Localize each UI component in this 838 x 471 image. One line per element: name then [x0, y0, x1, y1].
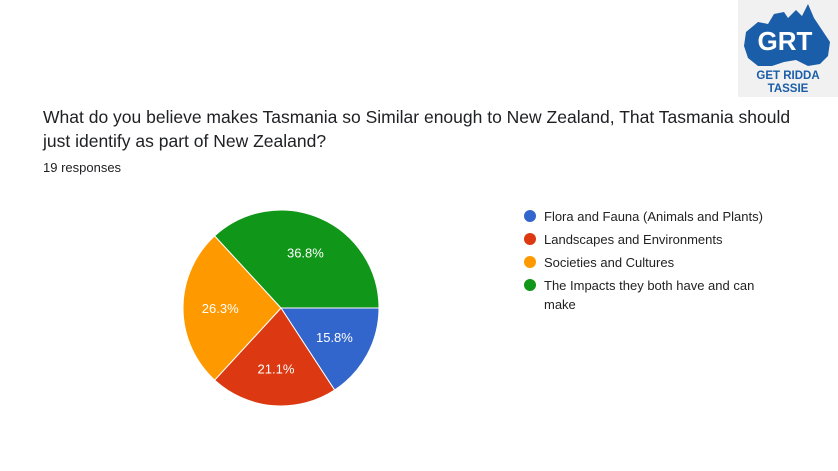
legend-item[interactable]: The Impacts they both have and can make: [524, 276, 774, 314]
chart-legend: Flora and Fauna (Animals and Plants) Land…: [524, 207, 774, 318]
pie-slice[interactable]: [280, 307, 380, 391]
legend-label: Flora and Fauna (Animals and Plants): [544, 209, 763, 224]
grt-logo: GRT GET RIDDA TASSIE: [738, 0, 838, 97]
legend-item[interactable]: Societies and Cultures: [524, 253, 774, 272]
response-count: 19 responses: [43, 160, 122, 175]
logo-grt: GRT: [758, 26, 813, 56]
slice-percent-label: 36.8%: [287, 245, 324, 260]
pie-slice[interactable]: [213, 307, 336, 407]
legend-dot-icon: [524, 233, 536, 245]
legend-dot-icon: [524, 210, 536, 222]
question-title: What do you believe makes Tasmania so Si…: [43, 107, 791, 151]
legend-dot-icon: [524, 256, 536, 268]
legend-item[interactable]: Flora and Fauna (Animals and Plants): [524, 207, 774, 226]
legend-label: Landscapes and Environments: [544, 232, 723, 247]
slice-percent-label: 21.1%: [258, 362, 295, 377]
legend-dot-icon: [524, 279, 536, 291]
legend-item[interactable]: Landscapes and Environments: [524, 230, 774, 249]
slice-percent-label: 15.8%: [316, 330, 353, 345]
logo-line1: GET RIDDA: [756, 70, 819, 82]
pie-slice[interactable]: [213, 209, 380, 309]
pie-slice[interactable]: [182, 235, 282, 381]
logo-line2: TASSIE: [768, 83, 809, 95]
legend-label: Societies and Cultures: [544, 255, 675, 270]
australia-map-logo-icon: GRT GET RIDDA TASSIE: [744, 4, 830, 95]
slice-percent-label: 26.3%: [202, 301, 239, 316]
legend-label: The Impacts they both have and can make: [544, 278, 755, 312]
